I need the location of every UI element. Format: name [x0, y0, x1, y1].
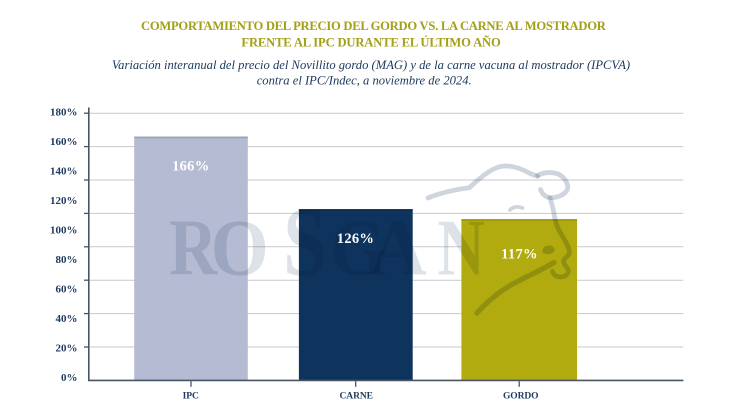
svg-text:O: O: [211, 203, 269, 292]
svg-text:60%: 60%: [56, 283, 78, 295]
svg-text:120%: 120%: [50, 195, 78, 207]
svg-text:40%: 40%: [56, 313, 78, 325]
svg-text:S: S: [283, 188, 327, 297]
svg-text:Variación interanual del preci: Variación interanual del precio del Novi…: [112, 58, 630, 72]
svg-text:180%: 180%: [50, 106, 78, 118]
svg-text:G: G: [330, 203, 386, 292]
svg-text:N: N: [437, 202, 485, 292]
svg-text:IPC: IPC: [183, 392, 199, 402]
svg-text:100%: 100%: [50, 224, 78, 236]
svg-text:R: R: [169, 203, 218, 292]
svg-text:FRENTE AL IPC DURANTE EL ÚLTIM: FRENTE AL IPC DURANTE EL ÚLTIMO AÑO: [241, 35, 501, 49]
svg-text:20%: 20%: [56, 342, 78, 354]
svg-text:GORDO: GORDO: [503, 392, 538, 402]
svg-text:0%: 0%: [61, 372, 78, 384]
svg-text:160%: 160%: [50, 136, 78, 148]
svg-text:contra el IPC/Indec, a noviemb: contra el IPC/Indec, a noviembre de 2024…: [257, 74, 472, 88]
svg-text:80%: 80%: [56, 254, 78, 266]
svg-text:166%: 166%: [172, 158, 209, 174]
svg-text:COMPORTAMIENTO DEL PRECIO DEL: COMPORTAMIENTO DEL PRECIO DEL GORDO VS. …: [141, 19, 607, 33]
svg-text:117%: 117%: [501, 247, 538, 263]
svg-text:A: A: [369, 204, 427, 293]
svg-text:140%: 140%: [50, 165, 78, 177]
svg-text:126%: 126%: [337, 231, 374, 247]
svg-text:CARNE: CARNE: [340, 392, 373, 402]
